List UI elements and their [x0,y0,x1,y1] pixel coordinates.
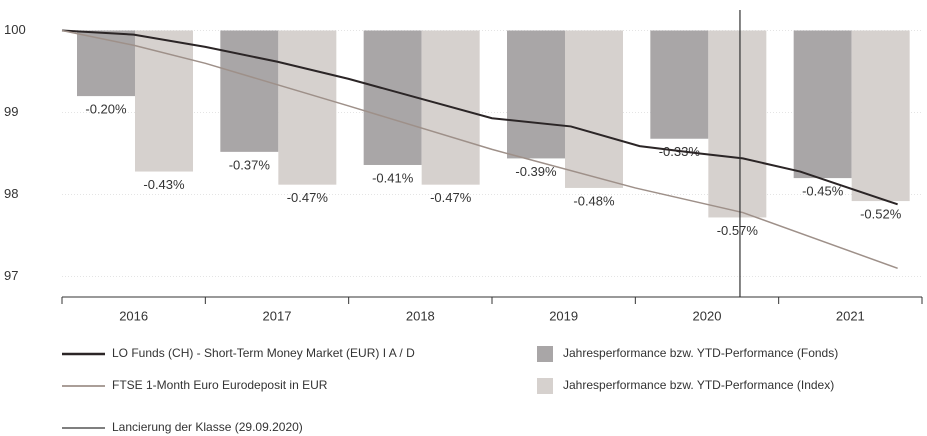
bar [363,30,422,165]
data-label: -0.45% [802,184,844,199]
x-tick-label: 2021 [836,308,865,323]
x-tick-label: 2020 [693,308,722,323]
data-label: -0.47% [430,190,472,205]
bar [793,30,852,179]
bar [851,30,910,202]
line [61,29,898,270]
data-label: -0.47% [287,190,329,205]
data-label: -0.39% [515,164,557,179]
bar [708,30,767,218]
data-label: -0.57% [717,223,759,238]
bar [507,30,565,159]
bar [135,30,193,172]
x-tick-label: 2017 [263,308,292,323]
x-tick-label: 2018 [406,308,435,323]
y-tick-label: 98 [4,186,18,201]
legend-label: Jahresperformance bzw. YTD-Performance (… [563,378,834,392]
data-label: -0.43% [143,177,185,192]
data-label: -0.20% [85,102,127,117]
bar [220,30,279,152]
y-tick-label: 100 [4,22,26,37]
data-label: -0.52% [860,206,902,221]
bar [278,30,337,185]
x-tick-label: 2019 [549,308,578,323]
bar [565,30,623,188]
line [61,29,898,206]
legend-label: FTSE 1-Month Euro Eurodeposit in EUR [112,378,328,392]
x-tick-label: 2016 [119,308,148,323]
data-label: -0.37% [229,157,271,172]
legend-swatch [537,346,553,362]
data-label: -0.41% [372,170,414,185]
y-tick-label: 97 [4,268,18,283]
legend-label: Lancierung der Klasse (29.09.2020) [112,420,303,434]
data-label: -0.48% [573,193,615,208]
legend-label: LO Funds (CH) - Short-Term Money Market … [112,346,415,360]
legend-swatch [537,378,553,394]
legend-label: Jahresperformance bzw. YTD-Performance (… [563,346,838,360]
bar [650,30,709,139]
bar [77,30,135,97]
y-tick-label: 99 [4,104,18,119]
